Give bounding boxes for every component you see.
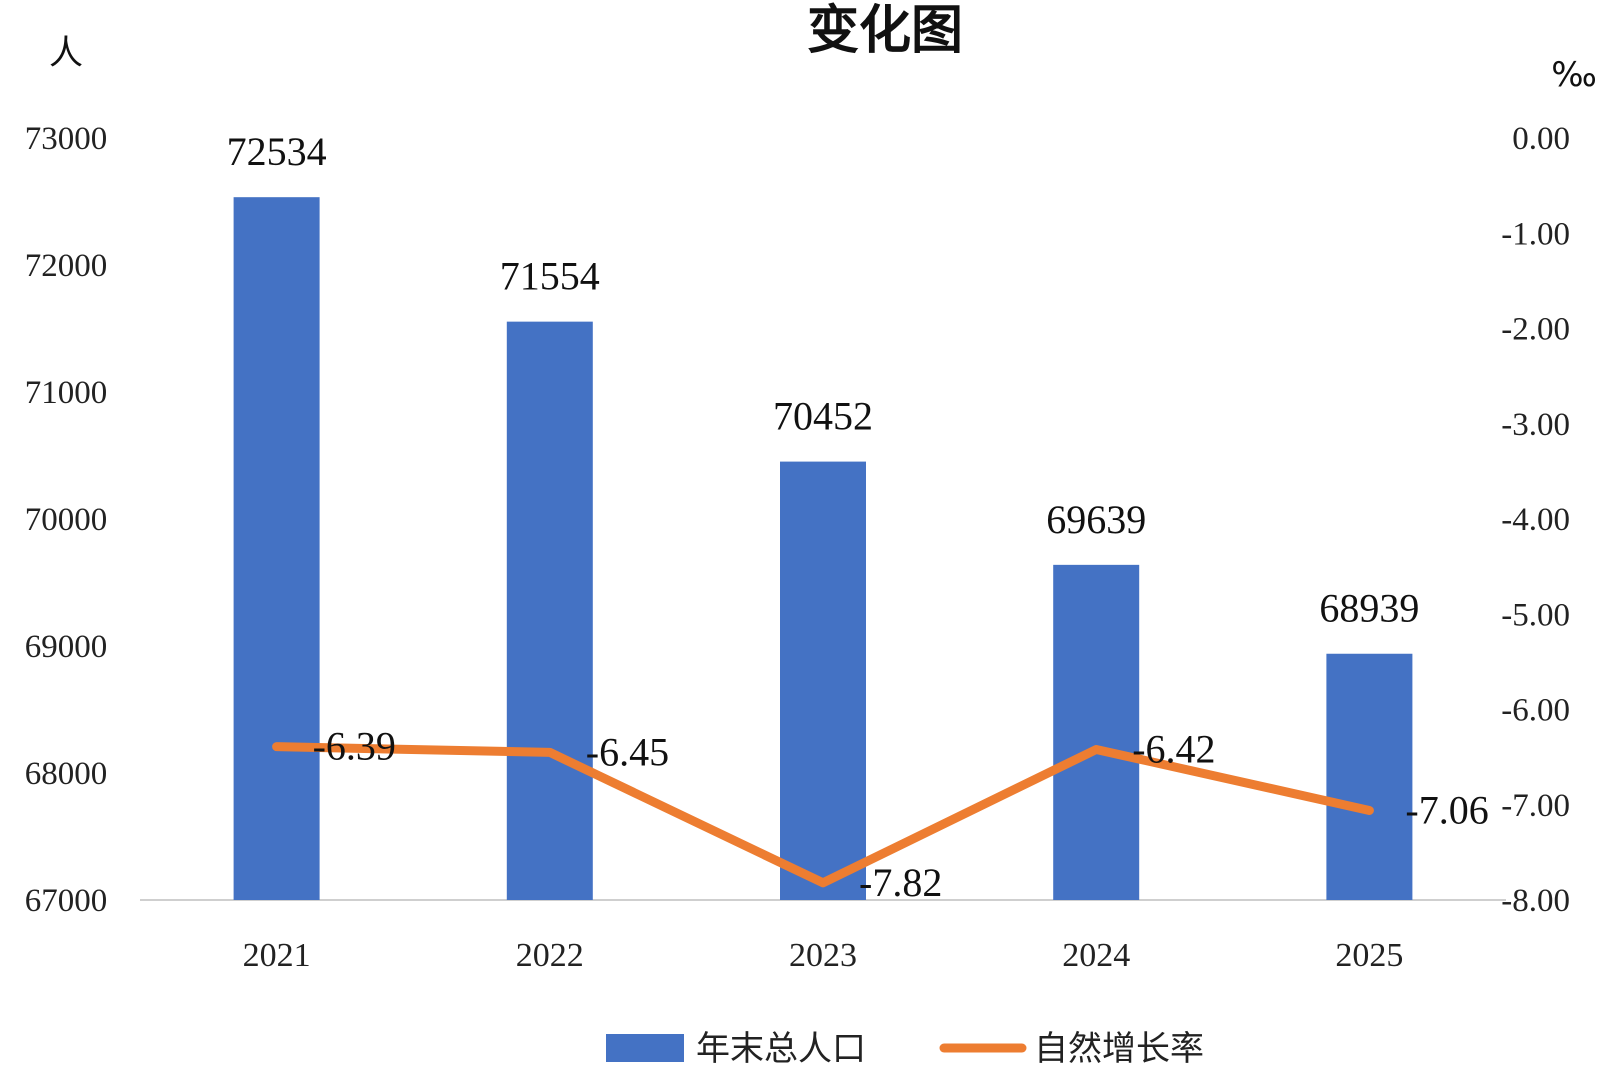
left-tick-label: 71000 <box>25 375 108 411</box>
x-tick-label: 2023 <box>789 937 857 974</box>
left-axis-ticks: 67000 68000 69000 70000 71000 72000 73000 <box>25 121 108 919</box>
line-point <box>273 743 280 750</box>
left-tick-label: 70000 <box>25 502 108 538</box>
category-labels: 2021 2022 2023 2024 2025 <box>243 937 1404 974</box>
line-point <box>1366 807 1373 814</box>
right-axis-ticks: -8.00 -7.00 -6.00 -5.00 -4.00 -3.00 -2.00 -1.00… <box>1501 121 1570 919</box>
line-point <box>820 879 826 886</box>
right-tick-label: -4.00 <box>1501 502 1570 538</box>
left-tick-label: 67000 <box>25 883 108 919</box>
bar-value-label: 71554 <box>500 254 600 299</box>
x-tick-label: 2022 <box>516 937 584 974</box>
left-tick-label: 69000 <box>25 629 108 665</box>
line-value-label: -7.82 <box>859 860 942 905</box>
bar-value-label: 69639 <box>1046 497 1146 542</box>
right-tick-label: -5.00 <box>1501 597 1570 633</box>
left-tick-label: 73000 <box>25 121 108 157</box>
chart-title: 变化图 <box>807 1 963 61</box>
x-tick-label: 2025 <box>1335 937 1403 974</box>
bar <box>1326 653 1413 900</box>
line-labels: -6.39 -6.45 -7.82 -6.42 -7.06 <box>313 724 1489 905</box>
bar-labels: 72534 71554 70452 69639 68939 <box>227 129 1420 631</box>
right-tick-label: -7.00 <box>1501 788 1570 824</box>
x-tick-label: 2021 <box>243 937 311 974</box>
right-tick-label: -8.00 <box>1501 883 1570 919</box>
bar <box>1053 564 1140 900</box>
right-tick-label: -1.00 <box>1501 216 1570 252</box>
bar-value-label: 70452 <box>773 394 873 439</box>
bar <box>780 461 866 900</box>
right-tick-label: -3.00 <box>1501 407 1570 443</box>
bar <box>506 321 593 901</box>
line-value-label: -7.06 <box>1405 787 1488 832</box>
legend-label-bar: 年末总人口 <box>696 1029 866 1069</box>
legend: 年末总人口 自然增长率 <box>606 1029 1204 1069</box>
bar <box>233 197 320 900</box>
line-point <box>1093 746 1100 753</box>
left-axis-unit: 人 <box>49 33 83 73</box>
right-tick-label: -6.00 <box>1501 693 1570 729</box>
line-value-label: -6.39 <box>313 724 396 769</box>
bars <box>233 197 1413 901</box>
line-series <box>272 742 1374 888</box>
line-point <box>546 749 553 756</box>
bar-value-label: 68939 <box>1319 586 1419 631</box>
left-tick-label: 72000 <box>25 248 108 284</box>
line-value-label: -6.42 <box>1132 727 1215 772</box>
legend-swatch-bar <box>606 1034 684 1062</box>
x-tick-label: 2024 <box>1062 937 1130 974</box>
left-tick-label: 68000 <box>25 756 108 792</box>
right-tick-label: -2.00 <box>1501 312 1570 348</box>
legend-label-line: 自然增长率 <box>1034 1029 1204 1069</box>
line-value-label: -6.45 <box>586 729 669 774</box>
right-axis-unit: ‰ <box>1551 55 1597 95</box>
bar-value-label: 72534 <box>227 129 327 174</box>
right-tick-label: 0.00 <box>1512 121 1570 157</box>
